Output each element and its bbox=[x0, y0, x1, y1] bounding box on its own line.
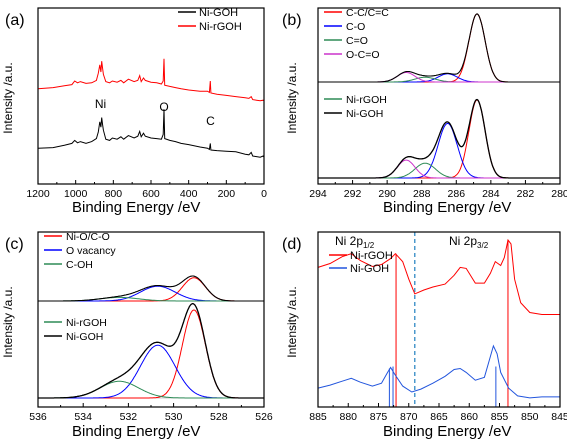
x-tick-label: 400 bbox=[180, 188, 198, 200]
x-tick-label: 1000 bbox=[64, 188, 88, 200]
x-tick-label: 534 bbox=[74, 411, 92, 423]
legend-entry: Ni-rGOH bbox=[66, 317, 107, 329]
legend-entry: C-C/C=C bbox=[346, 7, 389, 19]
x-tick-label: 875 bbox=[370, 411, 388, 423]
legend-entry: Ni-O/C-O bbox=[66, 231, 110, 243]
x-tick-label: 865 bbox=[430, 411, 448, 423]
x-tick-label: 850 bbox=[521, 411, 539, 423]
legend-entry: O-C=O bbox=[346, 49, 380, 61]
peak-annotation: C bbox=[206, 114, 215, 128]
x-axis-label: Binding Energy /eV bbox=[72, 423, 200, 439]
fit-component bbox=[38, 285, 264, 302]
fit-component bbox=[318, 162, 560, 179]
peak-annotation: O bbox=[159, 100, 168, 114]
fit-component bbox=[38, 380, 264, 399]
x-tick-label: 536 bbox=[29, 411, 47, 423]
fit-component bbox=[38, 344, 264, 399]
panel-label: (a) bbox=[5, 12, 25, 29]
x-tick-label: 528 bbox=[210, 411, 228, 423]
annotation-text: Ni 2p bbox=[449, 234, 477, 248]
x-tick-label: 526 bbox=[255, 411, 273, 423]
x-axis-label: Binding Energy /eV bbox=[383, 199, 511, 216]
x-axis-label: Binding Energy /eV bbox=[72, 199, 200, 216]
x-tick-label: 845 bbox=[551, 411, 567, 423]
series-envelope-goh bbox=[38, 303, 264, 399]
y-axis-label: Intensity /a.u. bbox=[285, 286, 299, 357]
peak-annotation: Ni 2p3/2 bbox=[449, 234, 489, 250]
x-tick-label: 530 bbox=[165, 411, 183, 423]
legend-entry: C=O bbox=[346, 35, 368, 47]
x-tick-label: 290 bbox=[378, 188, 396, 200]
legend-entry: C-O bbox=[346, 21, 365, 33]
x-tick-label: 282 bbox=[517, 188, 535, 200]
legend-entry: Ni-GOH bbox=[66, 331, 103, 343]
annotation-subscript: 3/2 bbox=[477, 241, 489, 250]
y-axis-label: Intensity /a.u. bbox=[285, 62, 299, 133]
x-tick-label: 532 bbox=[120, 411, 138, 423]
annotation-subscript: 1/2 bbox=[363, 241, 375, 250]
series-line-0 bbox=[37, 109, 265, 158]
fit-component bbox=[318, 122, 560, 179]
x-tick-label: 885 bbox=[309, 411, 327, 423]
x-tick-label: 870 bbox=[400, 411, 418, 423]
legend-entry: Ni-GOH bbox=[199, 7, 238, 19]
y-axis-label: Intensity /a.u. bbox=[1, 286, 15, 357]
x-tick-label: 288 bbox=[413, 188, 431, 200]
x-tick-label: 860 bbox=[460, 411, 478, 423]
series-line-goh bbox=[317, 344, 560, 399]
legend-entry: Ni-rGOH bbox=[346, 94, 387, 106]
panel-label: (c) bbox=[5, 236, 24, 253]
series-envelope-rgoh bbox=[318, 13, 560, 83]
x-tick-label: 284 bbox=[482, 188, 500, 200]
fit-component bbox=[318, 76, 560, 83]
x-tick-label: 880 bbox=[339, 411, 357, 423]
x-tick-label: 1200 bbox=[26, 188, 50, 200]
legend-entry: C-OH bbox=[66, 259, 93, 271]
legend-entry: Ni-rGOH bbox=[350, 250, 393, 262]
x-tick-label: 294 bbox=[309, 188, 327, 200]
legend-entry: Ni-GOH bbox=[350, 263, 389, 275]
x-axis-label: Binding Energy /eV bbox=[383, 423, 511, 439]
panel-label: (d) bbox=[282, 236, 302, 253]
fit-component bbox=[318, 159, 560, 179]
x-tick-label: 600 bbox=[142, 188, 160, 200]
x-tick-label: 0 bbox=[261, 188, 267, 200]
series-envelope-goh bbox=[318, 98, 560, 179]
series-envelope-rgoh bbox=[38, 275, 264, 302]
x-tick-label: 200 bbox=[218, 188, 236, 200]
panel-label: (b) bbox=[282, 12, 302, 29]
legend-entry: Ni-rGOH bbox=[199, 21, 242, 33]
series-line-rgoh bbox=[317, 238, 560, 315]
x-tick-label: 280 bbox=[551, 188, 567, 200]
x-tick-label: 292 bbox=[344, 188, 362, 200]
annotation-text: Ni 2p bbox=[335, 234, 363, 248]
x-tick-label: 855 bbox=[491, 411, 509, 423]
legend-entry: O vacancy bbox=[66, 245, 116, 257]
series-line-1 bbox=[37, 58, 265, 102]
peak-annotation: Ni bbox=[95, 97, 106, 111]
legend-entry: Ni-GOH bbox=[346, 108, 383, 120]
fit-component bbox=[38, 277, 264, 302]
y-axis-label: Intensity /a.u. bbox=[1, 62, 15, 133]
x-tick-label: 800 bbox=[105, 188, 123, 200]
x-tick-label: 286 bbox=[448, 188, 466, 200]
peak-annotation: Ni 2p1/2 bbox=[335, 234, 375, 250]
